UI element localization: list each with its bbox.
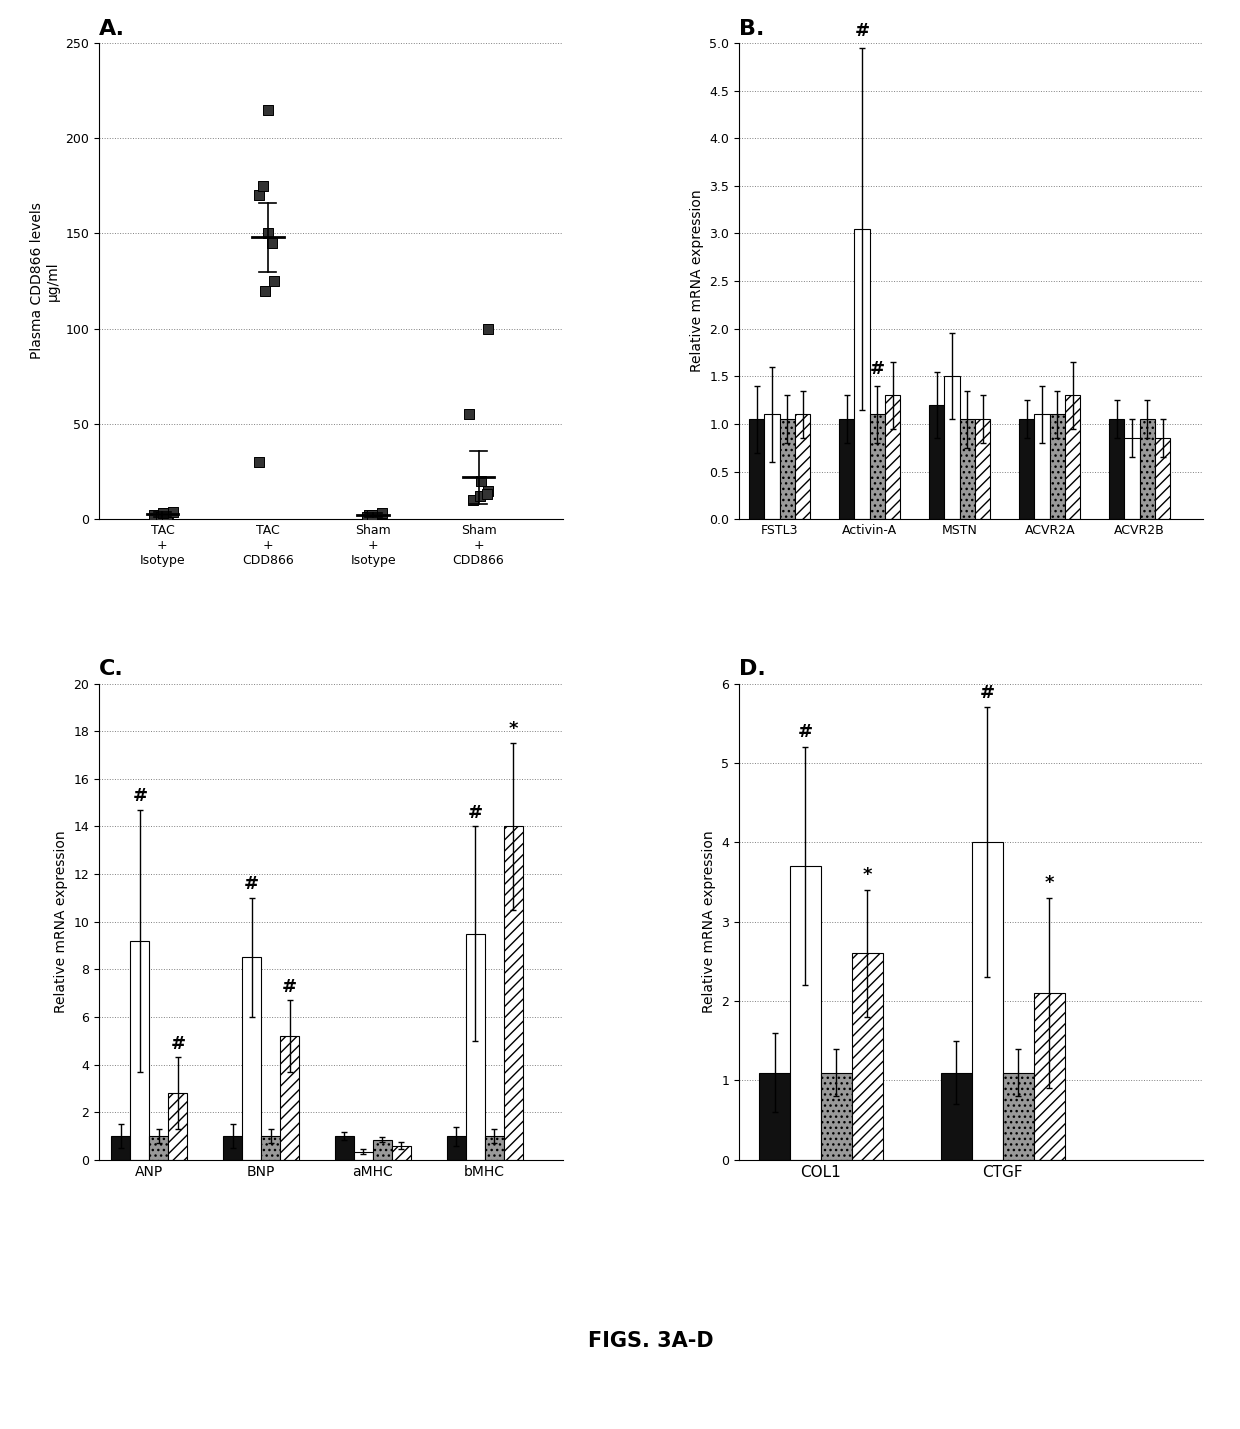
- Point: [262, 231, 281, 254]
- Bar: [392, 1146, 410, 1160]
- Bar: [353, 1152, 373, 1160]
- Point: [459, 403, 479, 426]
- Text: #: #: [283, 977, 298, 996]
- Bar: [869, 414, 885, 519]
- Bar: [1034, 414, 1050, 519]
- Y-axis label: Relative mRNA expression: Relative mRNA expression: [55, 830, 68, 1013]
- Bar: [1050, 414, 1065, 519]
- Bar: [790, 866, 821, 1160]
- Bar: [373, 1140, 392, 1160]
- Point: [258, 221, 278, 244]
- Text: #: #: [133, 787, 148, 805]
- Text: #: #: [467, 803, 482, 822]
- Text: *: *: [1044, 875, 1054, 892]
- Point: [264, 270, 284, 293]
- Bar: [852, 953, 883, 1160]
- Bar: [854, 229, 869, 519]
- Bar: [1156, 439, 1171, 519]
- Text: #: #: [797, 723, 813, 742]
- Text: D.: D.: [739, 659, 766, 679]
- Bar: [1109, 419, 1125, 519]
- Text: B.: B.: [739, 19, 765, 39]
- Bar: [262, 1136, 280, 1160]
- Bar: [764, 414, 780, 519]
- Point: [372, 502, 392, 524]
- Bar: [150, 1136, 169, 1160]
- Bar: [1140, 419, 1156, 519]
- Bar: [972, 842, 1003, 1160]
- Point: [159, 502, 179, 524]
- Bar: [130, 940, 150, 1160]
- Point: [249, 450, 269, 473]
- Point: [357, 506, 377, 529]
- Bar: [749, 419, 764, 519]
- Bar: [795, 414, 810, 519]
- Point: [471, 470, 491, 493]
- Point: [479, 479, 498, 502]
- Text: #: #: [980, 684, 994, 702]
- Point: [362, 504, 382, 527]
- Bar: [503, 826, 523, 1160]
- Point: [144, 504, 164, 527]
- Text: A.: A.: [99, 19, 125, 39]
- Text: #: #: [854, 21, 869, 40]
- Bar: [839, 419, 854, 519]
- Bar: [169, 1093, 187, 1160]
- Bar: [975, 419, 991, 519]
- Bar: [1125, 439, 1140, 519]
- Bar: [485, 1136, 503, 1160]
- Bar: [960, 419, 975, 519]
- Text: *: *: [508, 720, 518, 739]
- Bar: [466, 933, 485, 1160]
- Bar: [759, 1073, 790, 1160]
- Point: [258, 99, 278, 121]
- Y-axis label: Plasma CDD866 levels
μg/ml: Plasma CDD866 levels μg/ml: [30, 203, 60, 360]
- Point: [253, 174, 273, 197]
- Bar: [335, 1136, 353, 1160]
- Point: [358, 504, 378, 527]
- Bar: [112, 1136, 130, 1160]
- Point: [151, 506, 171, 529]
- Bar: [1065, 396, 1080, 519]
- Text: *: *: [863, 866, 872, 885]
- Bar: [929, 404, 945, 519]
- Bar: [1003, 1073, 1034, 1160]
- Text: #: #: [170, 1035, 186, 1053]
- Bar: [941, 1073, 972, 1160]
- Bar: [1034, 993, 1065, 1160]
- Y-axis label: Relative mRNA expression: Relative mRNA expression: [702, 830, 715, 1013]
- Bar: [242, 957, 262, 1160]
- Point: [477, 483, 497, 506]
- Bar: [945, 376, 960, 519]
- Bar: [280, 1036, 299, 1160]
- Bar: [446, 1136, 466, 1160]
- Point: [463, 489, 482, 512]
- Y-axis label: Relative mRNA expression: Relative mRNA expression: [689, 190, 704, 373]
- Point: [255, 279, 275, 302]
- Text: FIGS. 3A-D: FIGS. 3A-D: [588, 1330, 714, 1350]
- Point: [162, 500, 182, 523]
- Bar: [885, 396, 900, 519]
- Text: #: #: [244, 875, 259, 893]
- Bar: [223, 1136, 242, 1160]
- Point: [477, 317, 497, 340]
- Point: [249, 184, 269, 207]
- Bar: [1019, 419, 1034, 519]
- Point: [157, 504, 177, 527]
- Text: #: #: [869, 360, 885, 379]
- Text: C.: C.: [99, 659, 124, 679]
- Point: [470, 484, 490, 507]
- Bar: [821, 1073, 852, 1160]
- Bar: [780, 419, 795, 519]
- Point: [154, 502, 174, 524]
